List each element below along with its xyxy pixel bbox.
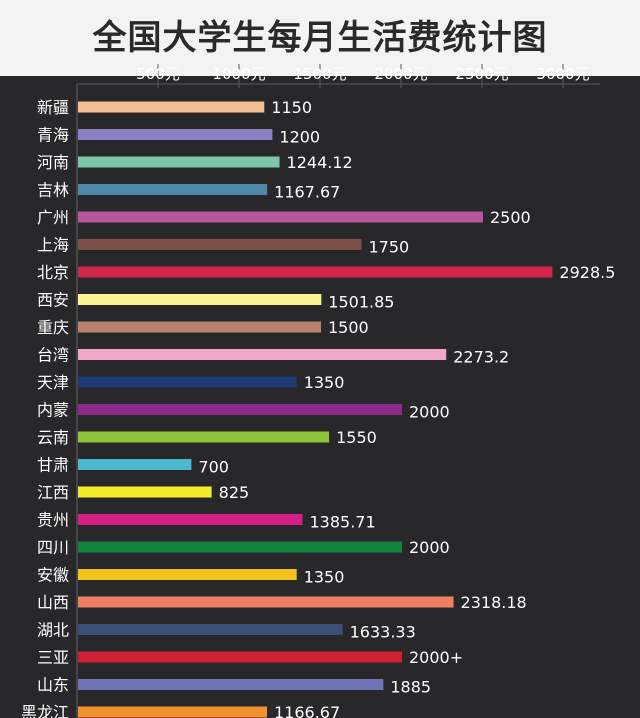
bar [78,156,280,168]
bar [78,541,402,553]
bar [78,239,362,250]
category-label: 台湾 [37,346,69,365]
category-label: 青海 [37,126,69,145]
value-label: 1350 [304,568,345,587]
bar [78,679,384,690]
value-label: 700 [198,458,229,477]
bar [78,706,268,718]
category-label: 安徽 [37,566,69,585]
value-label: 1750 [369,238,410,257]
bar [78,294,322,305]
bar [78,459,192,470]
category-label: 云南 [37,428,69,447]
value-label: 1150 [271,98,312,117]
bar [78,349,447,360]
bar [78,184,268,195]
category-label: 江西 [37,483,69,502]
category-label: 甘肃 [37,456,69,475]
value-label: 1244.12 [287,153,353,172]
value-label: 2000 [409,403,450,422]
value-label: 2318.18 [461,593,527,612]
value-label: 1166.67 [274,703,340,718]
bar [78,321,321,333]
x-tick-label: 2000元 [374,65,427,83]
bar [78,624,343,635]
x-tick-label: 3000元 [536,65,589,83]
category-label: 重庆 [37,318,69,337]
category-label: 西安 [37,291,69,310]
bar [78,596,454,608]
bar [78,101,265,113]
category-label: 新疆 [37,98,69,117]
bar [78,431,330,443]
bar [78,211,483,223]
x-tick-label: 1000元 [212,65,265,83]
category-label: 湖北 [37,621,69,640]
value-label: 1200 [279,128,320,147]
bar [78,651,402,663]
value-label: 2273.2 [453,348,509,367]
value-label: 1167.67 [274,183,340,202]
bar [78,514,303,525]
value-label: 2000+ [409,648,463,667]
x-tick-label: 2500元 [455,65,508,83]
value-label: 1633.33 [350,623,416,642]
category-label: 内蒙 [37,401,69,420]
value-label: 2000 [409,538,450,557]
category-label: 河南 [37,153,69,172]
category-label: 山东 [37,676,69,695]
category-label: 上海 [37,236,69,255]
category-label: 贵州 [37,511,69,530]
value-label: 1885 [390,678,431,697]
category-label: 广州 [37,208,69,227]
category-label: 天津 [37,373,69,392]
chart-title: 全国大学生每月生活费统计图 [0,0,640,76]
category-label: 吉林 [37,181,69,200]
category-label: 三亚 [37,648,69,667]
category-label: 北京 [37,263,69,282]
bar [78,404,402,415]
bar [78,129,273,140]
value-label: 1385.71 [309,513,375,532]
category-label: 山西 [37,593,69,612]
category-label: 黑龙江 [21,703,69,718]
x-tick-label: 1500元 [293,65,346,83]
category-label: 四川 [37,538,69,557]
value-label: 1550 [336,428,377,447]
bar [78,376,297,388]
bar [78,569,297,580]
value-label: 1500 [328,318,369,337]
value-label: 2500 [490,208,531,227]
value-label: 1501.85 [328,293,394,312]
bar [78,486,212,498]
value-label: 1350 [304,373,345,392]
x-tick-label: 500元 [136,65,180,83]
value-label: 825 [219,483,250,502]
bar [78,266,553,278]
value-label: 2928.5 [559,263,615,282]
